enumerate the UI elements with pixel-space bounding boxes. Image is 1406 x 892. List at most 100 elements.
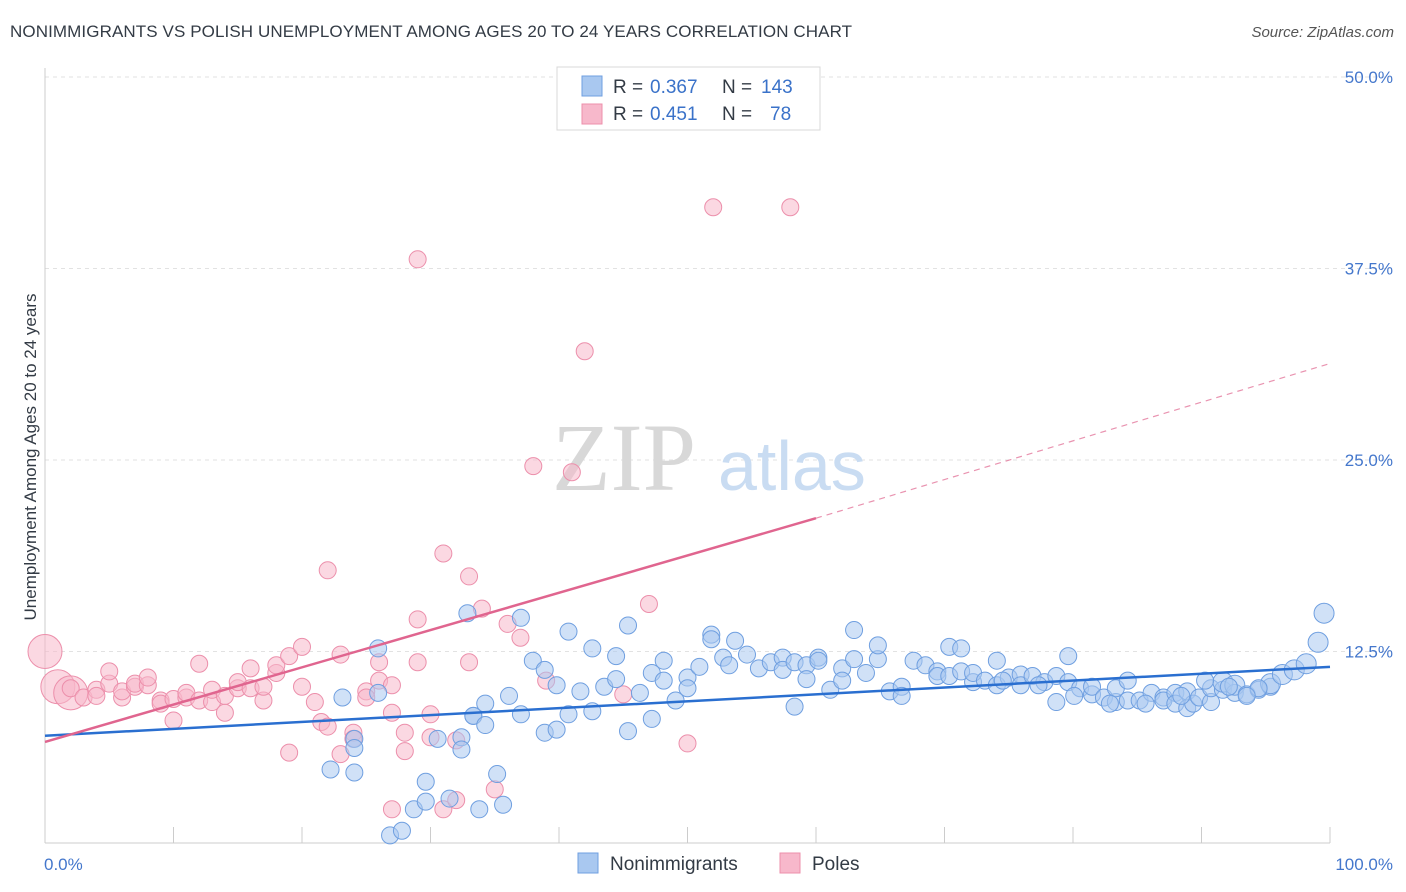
point-nonimmigrants xyxy=(511,705,530,724)
point-nonimmigrants xyxy=(470,800,489,819)
trend-line-poles-extension xyxy=(815,362,1331,519)
point-nonimmigrants xyxy=(428,729,447,748)
legend-swatch-nonimmigrants xyxy=(581,75,603,97)
point-poles xyxy=(164,711,183,730)
point-nonimmigrants xyxy=(369,683,388,702)
point-nonimmigrants xyxy=(993,671,1012,690)
point-nonimmigrants xyxy=(559,622,578,641)
point-poles xyxy=(318,561,337,580)
point-poles xyxy=(87,686,106,705)
point-poles xyxy=(511,628,530,647)
point-nonimmigrants xyxy=(1029,676,1048,695)
watermark-zip: ZIP xyxy=(552,404,696,511)
point-poles xyxy=(395,742,414,761)
grid-lines xyxy=(45,76,1392,652)
bottom-legend-swatch-nonimmigrants xyxy=(577,852,599,874)
y-axis-title: Unemployment Among Ages 20 to 24 years xyxy=(21,294,40,621)
point-nonimmigrants xyxy=(654,671,673,690)
trend-lines xyxy=(44,362,1331,744)
point-nonimmigrants xyxy=(535,660,554,679)
trend-line-poles xyxy=(44,517,817,744)
point-poles xyxy=(61,679,80,698)
point-nonimmigrants xyxy=(559,705,578,724)
point-nonimmigrants xyxy=(678,679,697,698)
point-poles xyxy=(305,693,324,712)
y-tick-label: 12.5% xyxy=(1345,643,1393,662)
point-poles xyxy=(614,685,633,704)
point-nonimmigrants xyxy=(785,697,804,716)
point-poles xyxy=(27,634,63,669)
chart-title: NONIMMIGRANTS VS POLISH UNEMPLOYMENT AMO… xyxy=(10,22,853,41)
point-nonimmigrants xyxy=(1295,653,1317,675)
point-nonimmigrants xyxy=(500,686,519,705)
point-nonimmigrants xyxy=(987,651,1006,670)
point-nonimmigrants xyxy=(726,631,745,650)
point-nonimmigrants xyxy=(892,686,911,705)
point-poles xyxy=(318,717,337,736)
point-nonimmigrants xyxy=(1172,686,1191,705)
point-nonimmigrants xyxy=(1065,686,1084,705)
point-nonimmigrants xyxy=(452,740,471,759)
bottom-legend-label-nonimmigrants: Nonimmigrants xyxy=(610,854,738,875)
point-poles xyxy=(781,198,800,217)
bottom-legend-label-poles: Poles xyxy=(812,854,860,875)
point-nonimmigrants xyxy=(1011,676,1030,695)
point-poles xyxy=(408,250,427,269)
point-nonimmigrants xyxy=(690,657,709,676)
legend-n-label: N = xyxy=(722,77,752,98)
point-nonimmigrants xyxy=(702,630,721,649)
point-nonimmigrants xyxy=(1100,694,1119,713)
point-nonimmigrants xyxy=(619,722,638,741)
point-nonimmigrants xyxy=(440,789,459,808)
point-poles xyxy=(678,734,697,753)
legend-r-value: 0.367 xyxy=(650,77,698,98)
point-nonimmigrants xyxy=(833,671,852,690)
legend-n-label: N = xyxy=(722,104,752,125)
x-tick-label-max: 100.0% xyxy=(1335,855,1393,874)
point-nonimmigrants xyxy=(547,676,566,695)
point-poles xyxy=(485,780,504,799)
tick-labels: 12.5% 25.0% 37.5% 50.0% 0.0% 100.0% xyxy=(44,68,1393,874)
point-nonimmigrants xyxy=(416,772,435,791)
point-poles xyxy=(382,676,401,695)
point-nonimmigrants xyxy=(1118,671,1137,690)
point-poles xyxy=(100,662,119,681)
point-poles xyxy=(215,703,234,722)
point-nonimmigrants xyxy=(345,739,364,758)
point-nonimmigrants xyxy=(607,670,626,689)
point-nonimmigrants xyxy=(1083,677,1102,696)
point-nonimmigrants xyxy=(511,608,530,627)
point-nonimmigrants xyxy=(1059,647,1078,666)
point-nonimmigrants xyxy=(607,647,626,666)
y-tick-label: 50.0% xyxy=(1345,68,1393,87)
trend-line-nonimmigrants xyxy=(44,665,1331,738)
series-nonimmigrants-points xyxy=(321,602,1335,845)
y-tick-label: 37.5% xyxy=(1345,260,1393,279)
point-nonimmigrants xyxy=(1047,693,1066,712)
watermark-atlas: atlas xyxy=(718,427,866,505)
point-nonimmigrants xyxy=(720,656,739,675)
point-poles xyxy=(460,567,479,586)
source-label: Source: ZipAtlas.com xyxy=(1251,24,1394,41)
point-nonimmigrants xyxy=(1219,677,1238,696)
point-poles xyxy=(241,659,260,678)
x-tick-label-min: 0.0% xyxy=(44,855,83,874)
point-nonimmigrants xyxy=(630,683,649,702)
point-nonimmigrants xyxy=(1307,631,1329,653)
bottom-legend-swatch-poles xyxy=(779,852,801,874)
point-nonimmigrants xyxy=(494,795,513,814)
watermark: ZIP atlas xyxy=(552,404,866,511)
point-nonimmigrants xyxy=(333,688,352,707)
point-nonimmigrants xyxy=(809,651,828,670)
point-poles xyxy=(382,703,401,722)
legend-r-label: R = xyxy=(613,104,643,125)
point-nonimmigrants xyxy=(345,763,364,782)
point-nonimmigrants xyxy=(476,694,495,713)
legend-n-value: 78 xyxy=(770,104,791,125)
point-nonimmigrants xyxy=(797,670,816,689)
legend-r-value: 0.451 xyxy=(650,104,698,125)
point-poles xyxy=(408,653,427,672)
point-nonimmigrants xyxy=(845,650,864,669)
point-poles xyxy=(562,463,581,482)
